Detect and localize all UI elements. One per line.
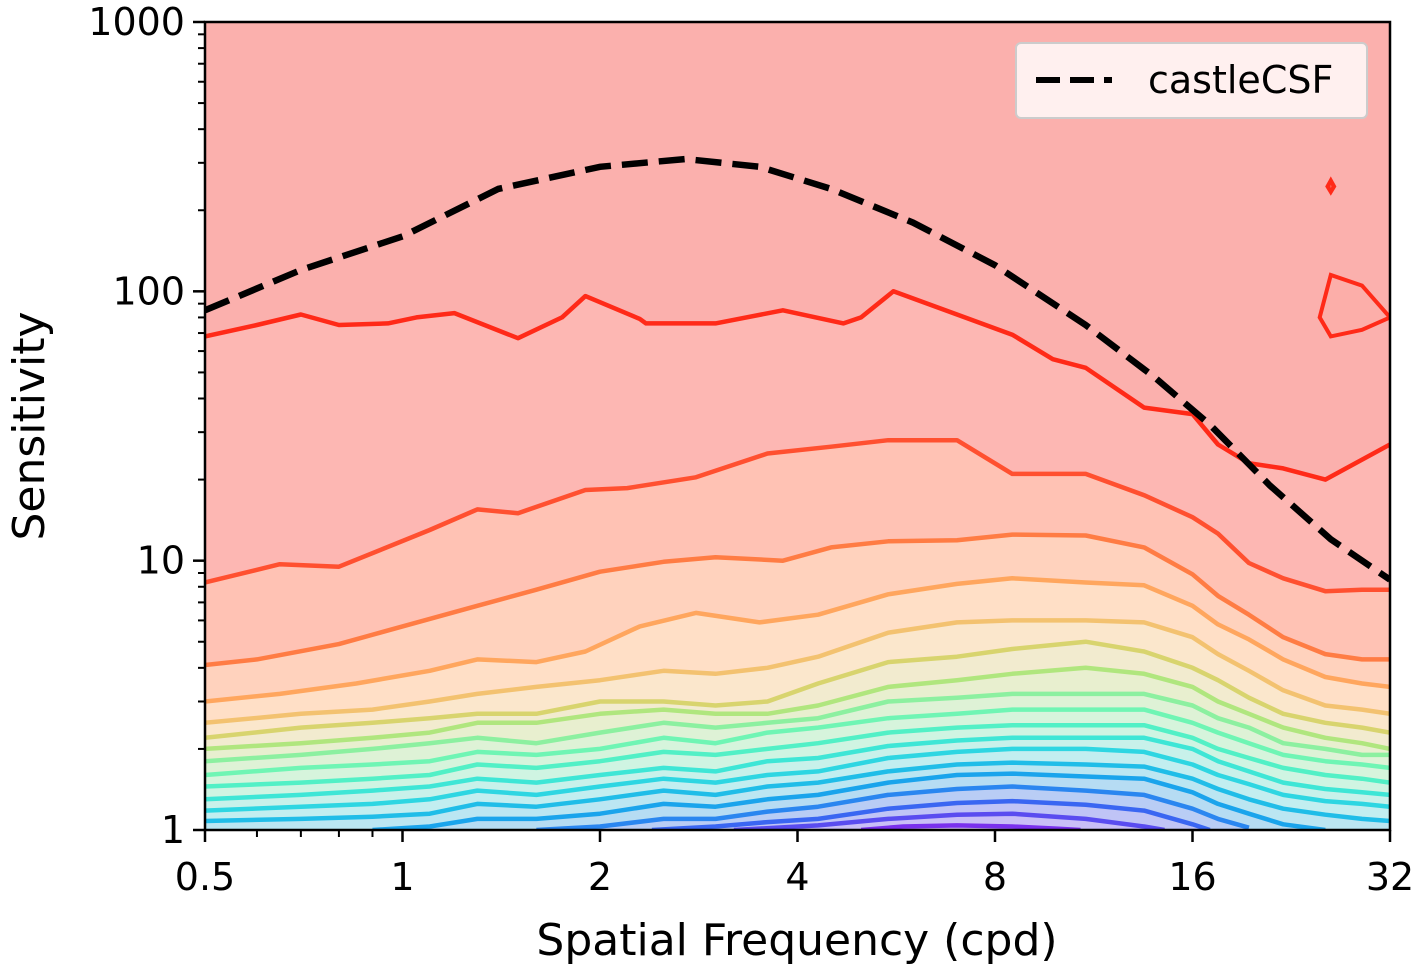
contour-line-11 xyxy=(205,746,1390,813)
x-tick-label: 32 xyxy=(1366,855,1414,899)
contour-line-1 xyxy=(205,437,1390,594)
contour-line-14 xyxy=(536,784,1250,830)
legend-box xyxy=(1015,42,1368,119)
x-tick-label: 8 xyxy=(983,855,1007,899)
contour-line-12 xyxy=(205,760,1390,824)
contour-line-5 xyxy=(205,639,1390,741)
contour-line-9 xyxy=(205,722,1390,789)
x-tick-label: 0.5 xyxy=(175,855,235,899)
contour-island-0 xyxy=(1317,272,1390,339)
y-tick-label: 100 xyxy=(112,269,185,313)
contour-line-15 xyxy=(651,798,1211,830)
x-tick-label: 2 xyxy=(588,855,612,899)
y-tick-label: 1000 xyxy=(88,0,185,44)
x-tick-label: 16 xyxy=(1168,855,1216,899)
legend-label-castleCSF: castleCSF xyxy=(1148,58,1333,102)
contour-line-16 xyxy=(733,811,1165,830)
x-tick-label: 4 xyxy=(785,855,809,899)
y-tick-label: 1 xyxy=(161,808,185,852)
contour-line-4 xyxy=(205,618,1390,726)
contour-line-6 xyxy=(205,665,1390,752)
contour-island-1 xyxy=(1325,176,1337,196)
legend: castleCSF xyxy=(1015,42,1368,119)
y-tick-label: 10 xyxy=(137,539,185,583)
contour-line-2 xyxy=(205,532,1390,668)
series-line-castleCSF xyxy=(205,155,1390,583)
contour-lines xyxy=(205,289,1390,830)
y-axis-label: Sensitivity xyxy=(4,311,55,540)
contour-line-0 xyxy=(205,289,1390,482)
contour-line-10 xyxy=(205,735,1390,802)
x-axis-label: Spatial Frequency (cpd) xyxy=(536,915,1057,966)
x-tick-label: 1 xyxy=(390,855,414,899)
contour-line-8 xyxy=(205,707,1390,778)
series-lines xyxy=(205,155,1390,583)
contour-line-13 xyxy=(372,771,1326,830)
contour-line-3 xyxy=(205,576,1390,704)
contour-line-7 xyxy=(205,691,1390,764)
